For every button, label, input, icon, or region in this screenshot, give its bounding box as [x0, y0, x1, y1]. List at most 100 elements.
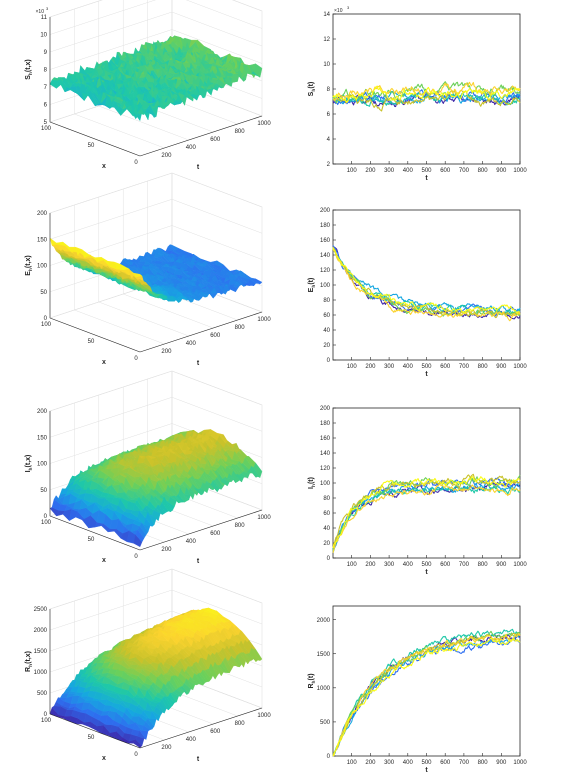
- x-tick-label: 200: [365, 562, 376, 568]
- z-tick-label: 1500: [34, 649, 48, 655]
- x-tick-label: 100: [347, 168, 358, 174]
- t-axis: [139, 311, 263, 353]
- z-tick-label: 50: [40, 488, 47, 494]
- x-tick-label: 700: [459, 562, 470, 568]
- y-tick-label: 0: [327, 754, 331, 760]
- t-tick-label: 800: [235, 325, 246, 331]
- x-tick-label: 100: [347, 562, 358, 568]
- y-tick-label: 0: [327, 556, 331, 562]
- x-tick-label: 0: [134, 554, 138, 560]
- t-tick-label: 600: [210, 137, 221, 143]
- z-tick-label: 7: [44, 85, 48, 91]
- x-tick-label: 800: [478, 562, 489, 568]
- x-tick-label: 700: [459, 364, 470, 370]
- y-tick-label: 80: [323, 298, 330, 304]
- t-tick-label: 1000: [257, 713, 271, 719]
- x-tick-label: 900: [496, 168, 507, 174]
- chart-S3d: 5 6 7 8 9 10 11×103 200 400 600 800 1000 0 50 100 t x Sh(…: [25, 0, 271, 171]
- t-axis: [139, 707, 263, 749]
- x-axis-label: x: [102, 557, 106, 564]
- x-axis-label: t: [425, 175, 428, 182]
- y-tick-label: 160: [320, 436, 331, 442]
- x-axis-label: x: [102, 163, 106, 170]
- t-tick-label: 200: [161, 153, 172, 159]
- z-axis-label: Sh(t,x): [25, 59, 34, 80]
- y-tick-label: 180: [320, 223, 331, 229]
- x-axis: [49, 515, 141, 551]
- y-axis-label: Sh(t): [308, 82, 317, 97]
- z-tick-label: 500: [37, 691, 48, 697]
- x-tick-label: 50: [88, 339, 95, 345]
- z-tick-label: 200: [37, 211, 48, 217]
- x-tick-label: 0: [134, 160, 138, 166]
- surface-patch: [253, 63, 263, 78]
- x-tick-label: 900: [496, 562, 507, 568]
- z-tick-label: 0: [44, 514, 48, 520]
- t-tick-label: 1000: [257, 317, 271, 323]
- y-tick-label: 60: [323, 511, 330, 517]
- series-line: [332, 483, 521, 553]
- t-axis-label: t: [197, 558, 200, 565]
- x-tick-label: 900: [496, 364, 507, 370]
- x-tick-label: 1000: [513, 562, 527, 568]
- chart-I3d: 0 50 100 150 200 200 400 600 800 1000 0 50 100 t x Ih(t…: [25, 370, 271, 565]
- x-tick-label: 1000: [513, 168, 527, 174]
- y-tick-label: 6: [327, 112, 331, 118]
- y-axis-label: Eh(t): [308, 278, 317, 293]
- x-axis: [49, 713, 141, 749]
- x-tick-label: 700: [459, 760, 470, 766]
- t-tick-label: 200: [161, 745, 172, 751]
- t-tick-label: 800: [235, 523, 246, 529]
- x-tick-label: 100: [41, 322, 52, 328]
- t-axis-label: t: [197, 360, 200, 367]
- x-tick-label: 100: [347, 760, 358, 766]
- t-tick-label: 200: [161, 349, 172, 355]
- z-axis-label: Rh(t,x): [25, 651, 34, 672]
- y-tick-label: 2: [327, 162, 331, 168]
- x-axis-label: x: [102, 755, 106, 762]
- t-tick-label: 400: [186, 539, 197, 545]
- x-tick-label: 600: [440, 760, 451, 766]
- x-tick-label: 500: [421, 364, 432, 370]
- z-tick-label: 6: [44, 103, 48, 109]
- x-tick-label: 300: [384, 760, 395, 766]
- x-tick-label: 400: [403, 168, 414, 174]
- chart-R3d: 0 500 1000 1500 2000 2500 200 400 600 800 1000 0 50 1…: [25, 568, 271, 763]
- t-tick-label: 800: [235, 129, 246, 135]
- x-axis-label: t: [425, 569, 428, 576]
- series-line: [332, 474, 521, 551]
- z-tick-label: 8: [44, 68, 48, 74]
- t-tick-label: 800: [235, 721, 246, 727]
- x-tick-label: 500: [421, 168, 432, 174]
- t-axis: [139, 509, 263, 551]
- t-tick-label: 600: [210, 333, 221, 339]
- surface-patch: [253, 278, 263, 285]
- z-tick-label: 9: [44, 50, 48, 56]
- z-tick-label: 150: [37, 435, 48, 441]
- x-tick-label: 400: [403, 760, 414, 766]
- x-tick-label: 900: [496, 760, 507, 766]
- grid-line: [74, 9, 165, 149]
- t-axis: [139, 115, 263, 157]
- x-tick-label: 200: [365, 364, 376, 370]
- x-axis: [49, 121, 141, 157]
- surface-patch: [253, 462, 263, 479]
- y-axis-label: Rh(t): [308, 673, 317, 688]
- t-tick-label: 400: [186, 341, 197, 347]
- t-tick-label: 600: [210, 531, 221, 537]
- z-tick-label: 0: [44, 316, 48, 322]
- x-tick-label: 100: [347, 364, 358, 370]
- z-tick-label: 5: [44, 120, 48, 126]
- x-tick-label: 600: [440, 168, 451, 174]
- y-tick-label: 120: [320, 466, 331, 472]
- z-tick-label: 2500: [34, 607, 48, 613]
- y-tick-label: 60: [323, 313, 330, 319]
- z-exponent-power: 3: [46, 6, 49, 11]
- x-tick-label: 800: [478, 168, 489, 174]
- grid-line: [74, 205, 165, 345]
- grid-line: [98, 1, 189, 141]
- chart-S2d: 2 4 6 8 10 12 14 100 200 300 400 500 600 700 800 900 100…: [308, 5, 527, 182]
- y-exponent-label: ×10: [334, 8, 343, 14]
- t-tick-label: 200: [161, 547, 172, 553]
